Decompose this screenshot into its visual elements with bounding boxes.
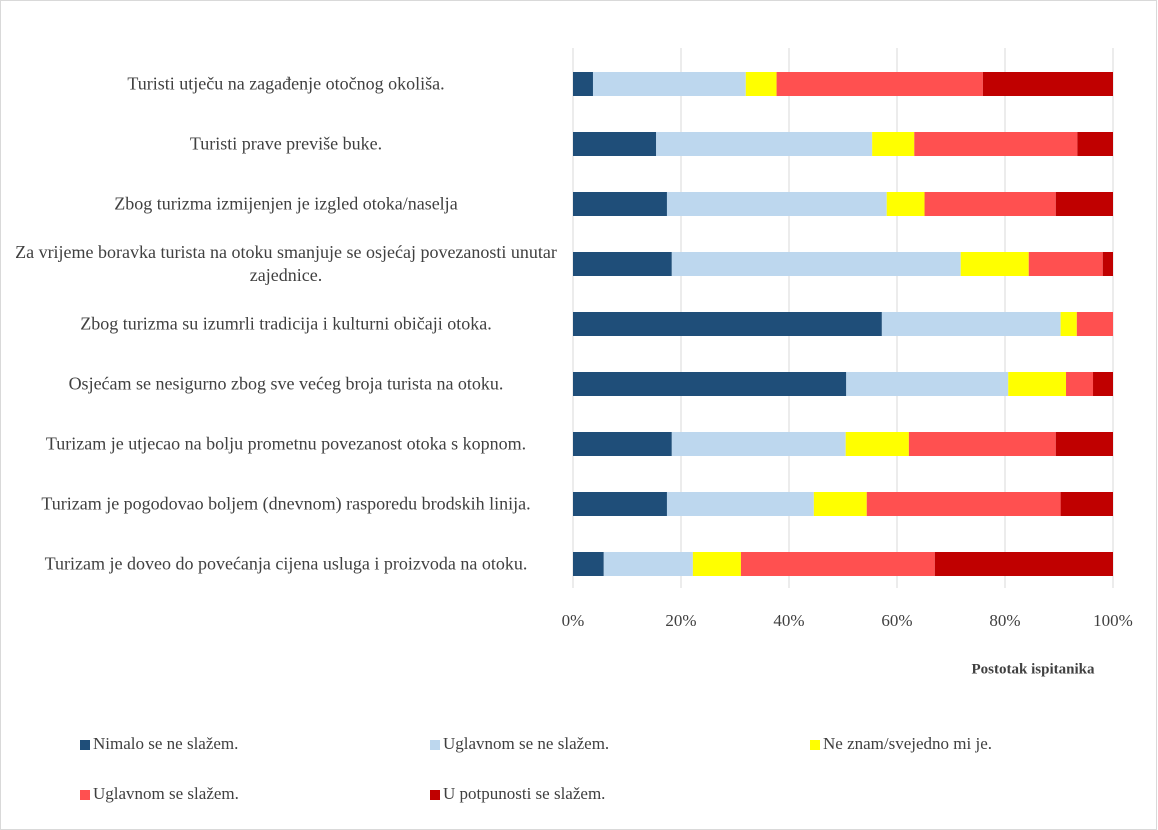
bar-segment [924,192,1056,216]
legend-swatch [810,740,820,750]
bar-segment [692,552,741,576]
bar-segment [666,492,814,516]
bar-segment [573,432,672,456]
bar-segment [866,492,1061,516]
bar-segment [872,132,915,156]
bar-segment [914,132,1078,156]
bar-segment [573,252,672,276]
bar-segment [573,192,667,216]
bar-segment [1093,372,1113,396]
x-axis-title: Postotak ispitanika [972,661,1095,677]
category-label: Zbog turizma izmijenjen je izgled otoka/… [114,193,458,214]
bar-segment [1076,312,1113,336]
legend-label: Nimalo se ne slažem. [93,734,238,753]
category-label: Turizam je pogodovao boljem (dnevnom) ra… [41,493,531,514]
x-tick-label: 100% [1093,611,1133,630]
bar-segment [982,72,1113,96]
bar-segment [1077,132,1113,156]
legend-swatch [80,790,90,800]
bar-segment [573,492,667,516]
category-label: Turizam je utjecao na bolju prometnu pov… [45,433,527,454]
x-tick-label: 0% [562,611,585,630]
category-label: Turisti utječu na zagađenje otočnog okol… [127,73,445,94]
x-tick-label: 20% [665,611,696,630]
legend-label: U potpunosti se slažem. [443,784,605,803]
x-tick-label: 80% [989,611,1020,630]
bar-segment [908,432,1056,456]
bar-segment [745,72,777,96]
bar-segment [592,72,746,96]
bar-segment [1060,312,1077,336]
x-tick-label: 40% [773,611,804,630]
bar-segment [846,372,1009,396]
bar-segment [1102,252,1113,276]
bar-segment [671,252,961,276]
bar-segment [1060,492,1113,516]
bar-segment [845,432,909,456]
legend-label: Uglavnom se ne slažem. [443,734,609,753]
bar-segment [1008,372,1067,396]
legend-swatch [430,740,440,750]
bar-segment [573,312,882,336]
category-label: Za vrijeme boravka turista na otoku sman… [15,242,557,285]
bar-segment [886,192,925,216]
bar-segment [1066,372,1094,396]
bar-segment [776,72,983,96]
bar-segment [573,372,847,396]
bar-segment [1055,432,1113,456]
bar-segment [656,132,873,156]
bar-segment [960,252,1029,276]
bar-segment [813,492,867,516]
bar-segment [573,72,593,96]
x-tick-label: 60% [881,611,912,630]
bar-segment [740,552,935,576]
category-label: Turizam je doveo do povećanja cijena usl… [44,553,528,574]
legend-label: Uglavnom se slažem. [93,784,239,803]
bar-segment [603,552,693,576]
bar-segment [666,192,887,216]
legend-label: Ne znam/svejedno mi je. [823,734,992,753]
bar-segment [573,552,604,576]
category-label: Osjećam se nesigurno zbog sve većeg broj… [68,373,504,394]
bar-segment [1055,192,1113,216]
bar-segment [881,312,1061,336]
category-label: Turisti prave previše buke. [189,133,383,154]
bar-segment [934,552,1113,576]
legend-swatch [430,790,440,800]
legend-swatch [80,740,90,750]
bar-segment [573,132,657,156]
bar-segment [1028,252,1103,276]
category-label: Zbog turizma su izumrli tradicija i kult… [80,313,492,334]
bar-segment [671,432,846,456]
